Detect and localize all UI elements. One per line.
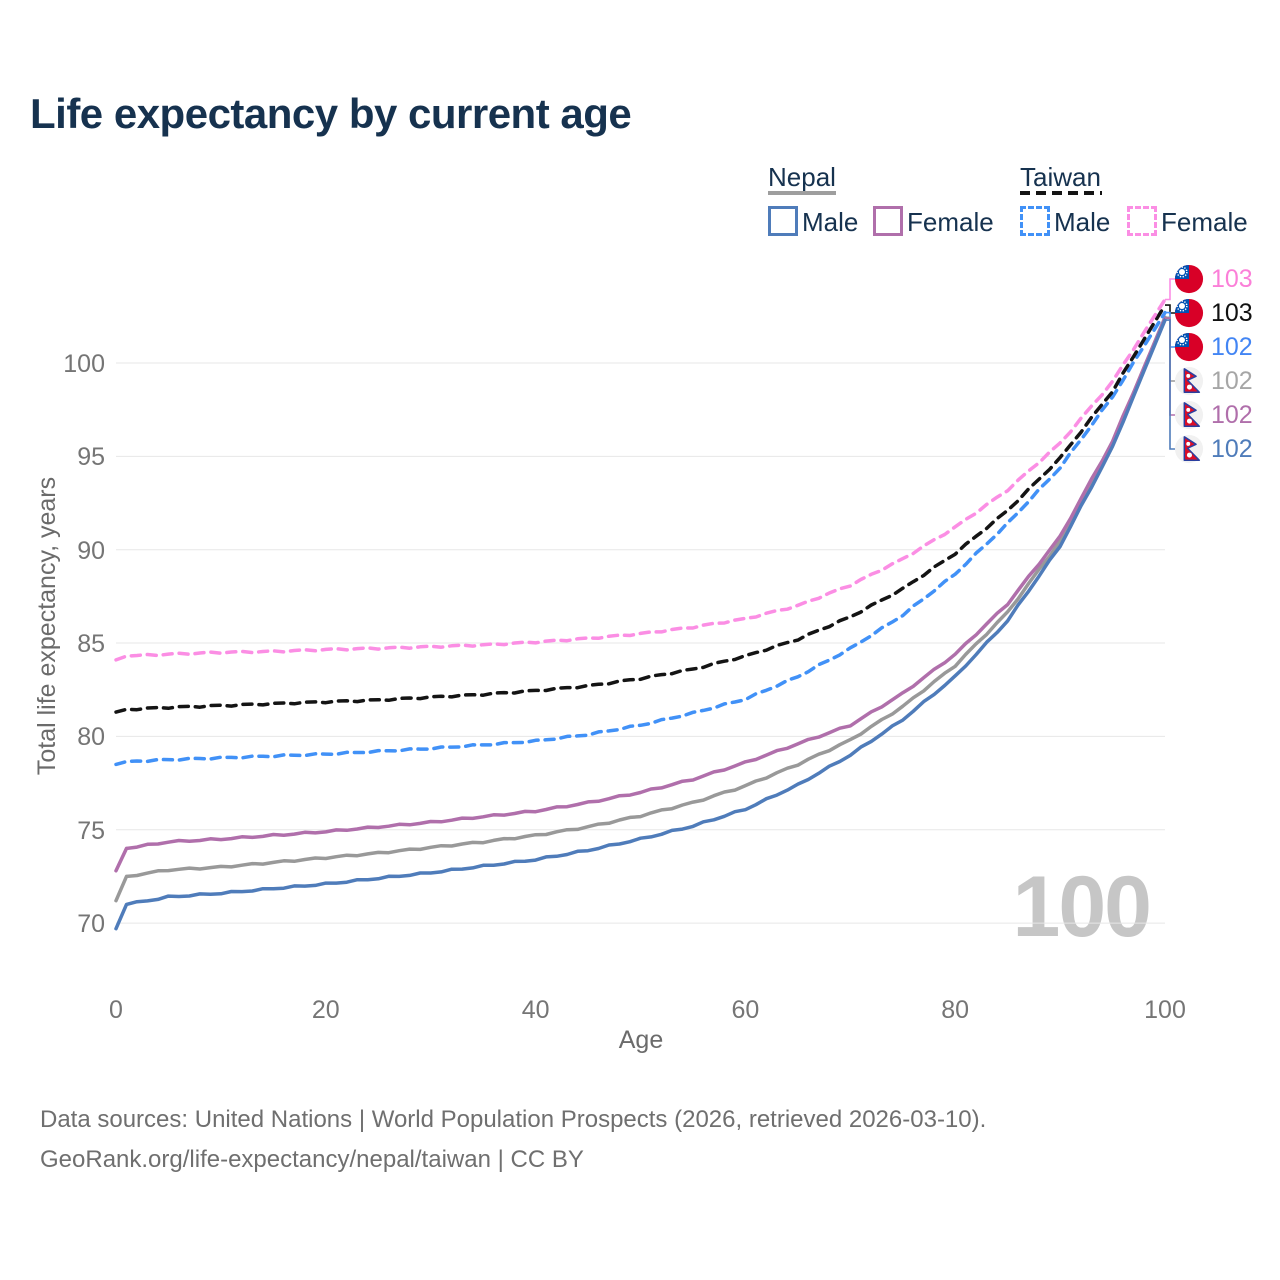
page-title: Life expectancy by current age xyxy=(30,90,632,137)
taiwan-female-label[interactable]: Female xyxy=(1161,207,1248,237)
end-value: 102 xyxy=(1211,400,1253,429)
y-tick-75: 75 xyxy=(77,816,105,845)
taiwan-flag-icon xyxy=(1174,264,1204,294)
nepal-male-checkbox[interactable] xyxy=(768,206,798,236)
y-tick-95: 95 xyxy=(77,443,105,472)
end-value: 102 xyxy=(1211,434,1253,463)
series-nepal-total xyxy=(114,315,1167,903)
taiwan-dashed-line-swatch xyxy=(1020,191,1102,195)
attribution-line[interactable]: GeoRank.org/life-expectancy/nepal/taiwan… xyxy=(40,1146,584,1173)
series-taiwan-total xyxy=(114,303,1167,714)
end-label-nepal-male: 102 xyxy=(1174,433,1253,465)
series-taiwan-female xyxy=(114,297,1167,662)
y-tick-85: 85 xyxy=(77,630,105,659)
age-counter-watermark: 100 xyxy=(1012,859,1153,955)
nepal-flag-icon xyxy=(1174,400,1204,430)
end-label-taiwan-female: 103 xyxy=(1174,263,1253,295)
taiwan-female-checkbox[interactable] xyxy=(1127,206,1157,236)
y-tick-70: 70 xyxy=(77,910,105,939)
end-label-nepal-total: 102 xyxy=(1174,365,1253,397)
end-value: 103 xyxy=(1211,264,1253,293)
series-taiwan-male xyxy=(114,310,1167,767)
data-sources-line: Data sources: United Nations | World Pop… xyxy=(40,1106,987,1133)
nepal-female-label[interactable]: Female xyxy=(907,207,994,237)
x-axis-title: Age xyxy=(618,1026,664,1054)
end-label-connector xyxy=(1165,319,1176,450)
end-label-connector xyxy=(1165,304,1176,314)
nepal-solid-line-swatch xyxy=(768,191,836,195)
end-label-nepal-female: 102 xyxy=(1174,399,1253,431)
legend-group-taiwan: Taiwan xyxy=(1020,162,1101,192)
x-tick-0: 0 xyxy=(109,996,123,1024)
series-nepal-male xyxy=(114,318,1167,931)
taiwan-male-label[interactable]: Male xyxy=(1054,207,1111,237)
x-tick-80: 80 xyxy=(941,996,970,1024)
x-tick-100: 100 xyxy=(1144,996,1186,1024)
end-label-taiwan-total: 103 xyxy=(1174,297,1253,329)
y-tick-90: 90 xyxy=(77,536,105,565)
legend-group-nepal: Nepal xyxy=(768,162,836,192)
taiwan-flag-icon xyxy=(1174,298,1204,328)
x-tick-60: 60 xyxy=(731,996,760,1024)
end-value: 102 xyxy=(1211,332,1253,361)
taiwan-male-checkbox[interactable] xyxy=(1020,206,1050,236)
taiwan-flag-icon xyxy=(1174,332,1204,362)
x-tick-20: 20 xyxy=(311,996,340,1024)
end-value: 102 xyxy=(1211,366,1253,395)
nepal-flag-icon xyxy=(1174,366,1204,396)
nepal-female-checkbox[interactable] xyxy=(873,206,903,236)
x-tick-40: 40 xyxy=(521,996,550,1024)
end-label-connector xyxy=(1165,278,1176,301)
nepal-flag-icon xyxy=(1174,434,1204,464)
end-value: 103 xyxy=(1211,298,1253,327)
y-tick-80: 80 xyxy=(77,723,105,752)
nepal-male-label[interactable]: Male xyxy=(802,207,859,237)
y-tick-100: 100 xyxy=(63,350,105,378)
series-nepal-female xyxy=(114,316,1167,873)
end-label-taiwan-male: 102 xyxy=(1174,331,1253,363)
